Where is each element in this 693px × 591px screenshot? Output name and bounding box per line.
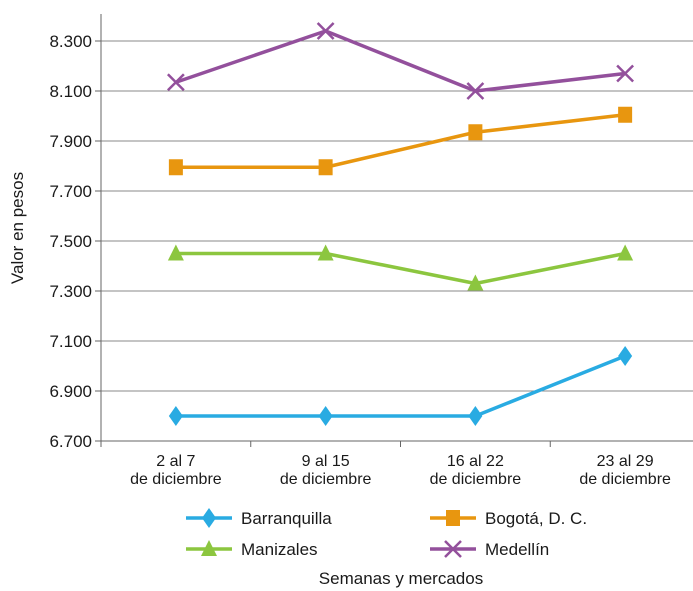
data-point xyxy=(319,159,333,175)
x-axis-title: Semanas y mercados xyxy=(319,569,483,588)
y-tick-label: 7.300 xyxy=(49,282,92,301)
x-tick-label: 23 al 29 de diciembre xyxy=(579,453,671,488)
legend-swatch-marker xyxy=(446,510,460,526)
series xyxy=(168,23,633,426)
y-tick-labels: 6.700 6.900 7.100 7.300 7.500 7.700 7.900 8.100… xyxy=(49,32,92,451)
x-tick-label: 9 al 15 de diciembre xyxy=(280,453,372,488)
data-point xyxy=(468,124,482,140)
data-point xyxy=(169,406,183,426)
x-tick-label-line: de diciembre xyxy=(579,471,671,488)
series-medell-n xyxy=(168,23,633,99)
grid-lines xyxy=(101,41,693,391)
y-tick-label: 7.100 xyxy=(49,332,92,351)
y-tick-label: 8.100 xyxy=(49,82,92,101)
x-tick-label-line: 16 al 22 xyxy=(447,453,504,470)
legend-label: Medellín xyxy=(485,540,549,559)
legend-item: Bogotá, D. C. xyxy=(430,509,587,528)
y-tick-label: 6.900 xyxy=(49,382,92,401)
data-point xyxy=(618,107,632,123)
series-line xyxy=(176,254,625,284)
data-point xyxy=(168,74,184,90)
legend-item: Medellín xyxy=(430,540,549,559)
y-tick-label: 7.700 xyxy=(49,182,92,201)
data-point xyxy=(468,406,482,426)
data-point xyxy=(617,245,633,261)
x-tick-label-line: 2 al 7 xyxy=(156,453,195,470)
x-tick-label: 16 al 22 de diciembre xyxy=(430,453,522,488)
y-tick-label: 8.300 xyxy=(49,32,92,51)
series-line xyxy=(176,356,625,416)
legend-swatch-marker xyxy=(202,508,216,528)
legend-label: Barranquilla xyxy=(241,509,332,528)
x-tick-label-line: de diciembre xyxy=(130,471,222,488)
series-manizales xyxy=(168,245,633,291)
x-tick-label-line: 9 al 15 xyxy=(302,453,350,470)
y-tick-label: 7.900 xyxy=(49,132,92,151)
legend-item: Barranquilla xyxy=(186,508,332,528)
legend-label: Bogotá, D. C. xyxy=(485,509,587,528)
data-point xyxy=(169,159,183,175)
x-tick-label-line: 23 al 29 xyxy=(597,453,654,470)
data-point xyxy=(618,346,632,366)
legend: Barranquilla Bogotá, D. C. Manizales Medell… xyxy=(186,508,587,559)
y-tick-label: 6.700 xyxy=(49,432,92,451)
y-axis-title: Valor en pesos xyxy=(8,172,27,284)
data-point xyxy=(318,23,334,39)
y-tick-label: 7.500 xyxy=(49,232,92,251)
series-barranquilla xyxy=(169,346,632,426)
series-line xyxy=(176,31,625,91)
legend-label: Manizales xyxy=(241,540,318,559)
x-tick-label-line: de diciembre xyxy=(430,471,522,488)
x-tick-label: 2 al 7 de diciembre xyxy=(130,453,222,488)
data-point xyxy=(319,406,333,426)
x-tick-label-line: de diciembre xyxy=(280,471,372,488)
legend-item: Manizales xyxy=(186,540,318,559)
